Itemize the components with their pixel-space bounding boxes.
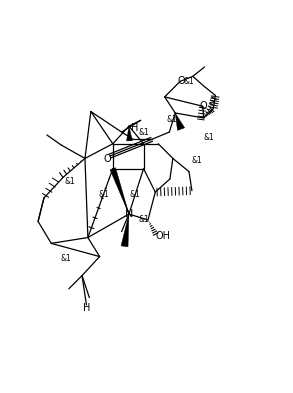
Text: &1: &1 <box>138 129 149 138</box>
Polygon shape <box>110 168 129 214</box>
Polygon shape <box>127 126 132 141</box>
Text: &1: &1 <box>192 156 202 165</box>
Text: OH: OH <box>156 231 171 241</box>
Polygon shape <box>121 214 129 247</box>
Text: &1: &1 <box>130 190 140 199</box>
Text: &1: &1 <box>65 177 76 186</box>
Text: &1: &1 <box>138 215 149 224</box>
Text: O: O <box>103 154 111 164</box>
Text: O: O <box>200 101 207 111</box>
Text: H: H <box>131 123 139 133</box>
Polygon shape <box>175 113 185 130</box>
Text: &1: &1 <box>183 77 194 86</box>
Text: O: O <box>177 76 185 86</box>
Text: N: N <box>125 209 133 219</box>
Text: &1: &1 <box>98 190 109 199</box>
Text: H: H <box>83 303 90 313</box>
Text: &1: &1 <box>203 133 214 142</box>
Text: &1: &1 <box>167 115 178 124</box>
Text: &1: &1 <box>61 254 71 263</box>
